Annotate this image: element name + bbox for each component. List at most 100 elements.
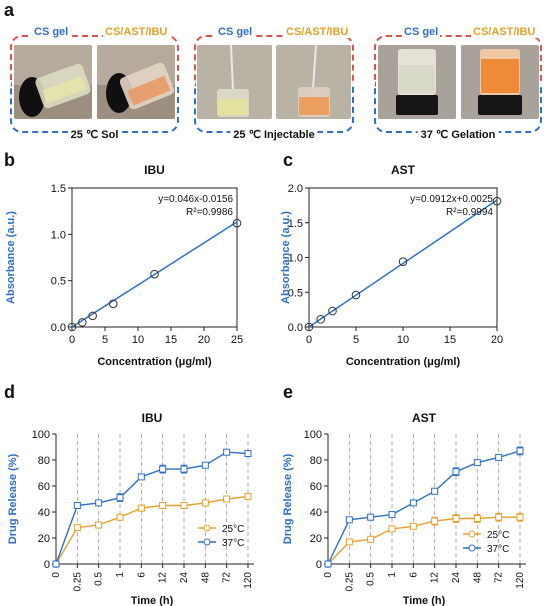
data-point xyxy=(223,448,231,456)
data-point xyxy=(367,513,375,521)
y-tick-label: 40 xyxy=(310,507,322,519)
group-border-top xyxy=(374,35,542,84)
data-point xyxy=(159,502,167,509)
data-point xyxy=(328,306,337,316)
x-tick-label: 120 xyxy=(243,572,254,589)
panel-label-c: c xyxy=(283,150,294,170)
condition-label: 25 ℃ Sol xyxy=(67,128,122,141)
photo-cs-ast-ibu-injection xyxy=(276,45,351,119)
x-tick-label: 0 xyxy=(69,334,75,346)
plot-frame xyxy=(71,187,238,328)
y-tick-label: 0.5 xyxy=(288,287,303,299)
y-tick-label: 1.0 xyxy=(51,229,66,241)
panel-label-b: b xyxy=(4,150,15,170)
data-point xyxy=(73,502,81,509)
chart-title: IBU xyxy=(144,163,165,177)
y-tick-label: 1.0 xyxy=(288,253,303,265)
x-tick-label: 10 xyxy=(132,334,144,346)
chart-ibu-release: IBU 0 0.25 0.5 1 6 12 24 48 72 120 0 20 40 60 80 100 Time… xyxy=(7,411,254,606)
panel-label-a: a xyxy=(4,0,15,20)
data-point xyxy=(409,499,417,507)
chart-title: AST xyxy=(412,411,437,425)
x-tick-label: 15 xyxy=(444,334,456,346)
photo-cs-gel-vial-tilted xyxy=(14,45,92,119)
x-axis-label: Time (h) xyxy=(403,595,446,606)
x-tick-label: 20 xyxy=(198,334,210,346)
x-tick-label: 1 xyxy=(115,572,126,578)
x-tick-label: 48 xyxy=(200,572,211,584)
y-tick-label: 1.5 xyxy=(51,183,66,195)
series-line-37c xyxy=(327,450,521,565)
data-point xyxy=(223,495,231,503)
data-point xyxy=(324,560,332,568)
data-point xyxy=(73,524,81,532)
data-point xyxy=(495,453,503,461)
data-point xyxy=(388,511,396,519)
x-tick-label: 0.5 xyxy=(94,572,105,586)
legend-label: 25°C xyxy=(222,524,244,535)
data-point xyxy=(316,315,326,324)
series-line-25c xyxy=(327,516,520,565)
chart-ast-release: AST 0 0.25 0.5 1 6 12 24 48 72 120 0 20 40 60 80 100 Time… xyxy=(282,411,526,606)
legend-marker xyxy=(468,544,476,552)
data-point xyxy=(304,322,314,332)
fit-equation: y=0.0912x+0.0025 xyxy=(410,194,493,205)
y-tick-label: 40 xyxy=(38,507,50,519)
x-tick-label: 72 xyxy=(494,572,505,584)
legend-marker xyxy=(468,530,476,538)
condition-label: 37 ℃ Gelation xyxy=(417,128,499,141)
panel-label-e: e xyxy=(283,382,294,402)
y-tick-label: 80 xyxy=(38,455,50,467)
fit-line xyxy=(71,221,238,328)
x-tick-label: 6 xyxy=(408,572,419,578)
x-tick-label: 0.5 xyxy=(366,572,377,586)
y-axis-label: Absorbance (a.u.) xyxy=(5,211,17,304)
data-point xyxy=(452,515,460,522)
chart-ast-standard-curve: AST 0 5 10 15 20 0.0 0.5 1.0 1.5 2.0 Concentration … xyxy=(280,163,503,368)
data-point xyxy=(244,450,252,457)
chart-ibu-standard-curve: IBU 0 5 10 15 20 25 0.0 0.5 1.0 1.5 Concentration (… xyxy=(5,163,243,368)
y-tick-label: 1.5 xyxy=(288,218,303,230)
photo-cs-ast-ibu-inverted xyxy=(461,45,539,119)
x-tick-label: 1 xyxy=(387,572,398,578)
y-tick-label: 0.5 xyxy=(51,276,66,288)
data-point xyxy=(431,487,439,495)
x-tick-label: 72 xyxy=(222,572,233,584)
data-point xyxy=(137,504,145,512)
y-tick-label: 0 xyxy=(44,559,50,571)
y-tick-label: 0.0 xyxy=(288,322,303,334)
cs-ast-ibu-label: CS/AST/IBU xyxy=(284,26,351,38)
data-point xyxy=(516,447,524,455)
cs-gel-label: CS gel xyxy=(32,26,71,38)
x-tick-label: 0 xyxy=(51,572,62,578)
data-point xyxy=(95,521,103,529)
photo-cs-ast-ibu-vial-tilted xyxy=(97,45,175,119)
data-point xyxy=(244,492,252,500)
data-point xyxy=(52,560,60,568)
y-axis-label: Absorbance (a.u.) xyxy=(280,211,292,304)
x-tick-label: 20 xyxy=(491,334,503,346)
cs-gel-label: CS gel xyxy=(402,26,441,38)
data-point xyxy=(116,513,124,521)
y-tick-label: 2.0 xyxy=(288,183,303,195)
data-point xyxy=(67,322,77,332)
data-point xyxy=(137,473,145,481)
data-point xyxy=(495,513,503,521)
data-point xyxy=(516,513,524,521)
data-point xyxy=(180,465,188,473)
group-border-top xyxy=(194,35,354,84)
x-axis-label: Time (h) xyxy=(131,595,174,606)
data-point xyxy=(232,218,242,228)
legend-label: 37°C xyxy=(487,544,509,555)
x-tick-label: 0.25 xyxy=(344,572,355,592)
data-point xyxy=(398,257,408,266)
data-point xyxy=(345,538,353,546)
r-squared: R²=0.9986 xyxy=(186,207,233,218)
data-point xyxy=(492,196,502,206)
y-tick-label: 100 xyxy=(32,429,50,441)
data-point xyxy=(108,299,118,309)
x-tick-label: 120 xyxy=(515,572,526,589)
y-tick-label: 100 xyxy=(304,429,322,441)
data-point xyxy=(431,517,439,525)
x-tick-label: 0.25 xyxy=(72,572,83,592)
